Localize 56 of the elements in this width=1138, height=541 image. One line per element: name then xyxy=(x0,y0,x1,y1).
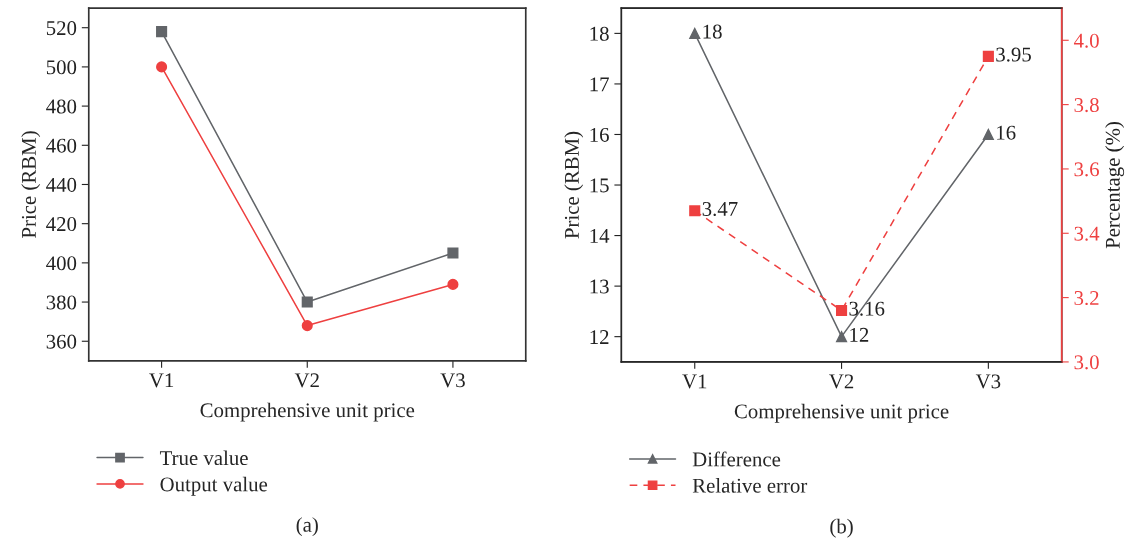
point xyxy=(447,247,459,259)
y-tick-label: 500 xyxy=(46,60,77,75)
text: (a) xyxy=(296,517,318,537)
y-tick-label: 520 xyxy=(46,21,77,36)
y-tick-label: 16 xyxy=(590,127,609,142)
point xyxy=(301,296,313,308)
point xyxy=(689,205,701,217)
x-tick-label: V1 xyxy=(682,374,707,389)
y-tick-label: 13 xyxy=(590,279,609,294)
y2-tick-label: 4.0 xyxy=(1073,33,1099,48)
point xyxy=(156,26,168,38)
x-tick-label: V3 xyxy=(975,374,1001,389)
y2-tick-label: 3.2 xyxy=(1074,291,1099,306)
point xyxy=(982,128,994,141)
x-tick-label: V2 xyxy=(829,374,854,389)
point xyxy=(689,27,701,39)
text: (b) xyxy=(830,518,853,538)
data-label: 3.47 xyxy=(702,201,738,217)
y-axis-title: Price (RBM) xyxy=(564,131,584,239)
y-tick-label: 18 xyxy=(590,26,609,41)
legend-label: Output value xyxy=(160,476,268,496)
y-tick-label: 380 xyxy=(46,295,77,310)
point xyxy=(301,320,313,332)
legend-label: True value xyxy=(159,450,248,466)
point xyxy=(447,278,459,290)
x-tick-label: V1 xyxy=(149,373,174,388)
point xyxy=(835,304,848,317)
y-tick-label: 12 xyxy=(590,330,609,344)
y-tick-label: 14 xyxy=(590,229,610,243)
y2-tick-label: 3.6 xyxy=(1074,162,1099,177)
y2-tick-label: 3.4 xyxy=(1074,226,1100,241)
x-axis-title: Comprehensive unit price xyxy=(200,402,415,422)
y-tick-label: 400 xyxy=(46,256,77,271)
y-tick-label: 17 xyxy=(590,77,609,92)
y-tick-label: 420 xyxy=(46,217,77,232)
data-label: 18 xyxy=(703,24,722,39)
point xyxy=(156,61,168,73)
point xyxy=(982,50,994,62)
point xyxy=(835,331,848,343)
y2-tick-label: 3.8 xyxy=(1074,97,1099,113)
y-tick-label: 15 xyxy=(590,178,609,193)
data-label: 3.95 xyxy=(996,47,1031,62)
y-axis-title: Price (RBM) xyxy=(21,131,41,238)
y-tick-label: 480 xyxy=(46,99,77,114)
legend-label: Relative error xyxy=(692,478,808,493)
legend-label: Difference xyxy=(692,451,781,467)
y-tick-label: 440 xyxy=(46,177,77,192)
x-axis-title: Comprehensive unit price xyxy=(734,403,949,423)
x-tick-label: V2 xyxy=(294,373,319,388)
x-tick-label: V3 xyxy=(440,373,465,388)
y-tick-label: 460 xyxy=(46,138,77,153)
y-tick-label: 360 xyxy=(46,334,77,349)
data-label: 16 xyxy=(997,125,1016,140)
y2-axis-title: Percentage (%) xyxy=(1105,122,1125,249)
y2-tick-label: 3.0 xyxy=(1074,355,1099,370)
data-label: 12 xyxy=(850,327,869,342)
